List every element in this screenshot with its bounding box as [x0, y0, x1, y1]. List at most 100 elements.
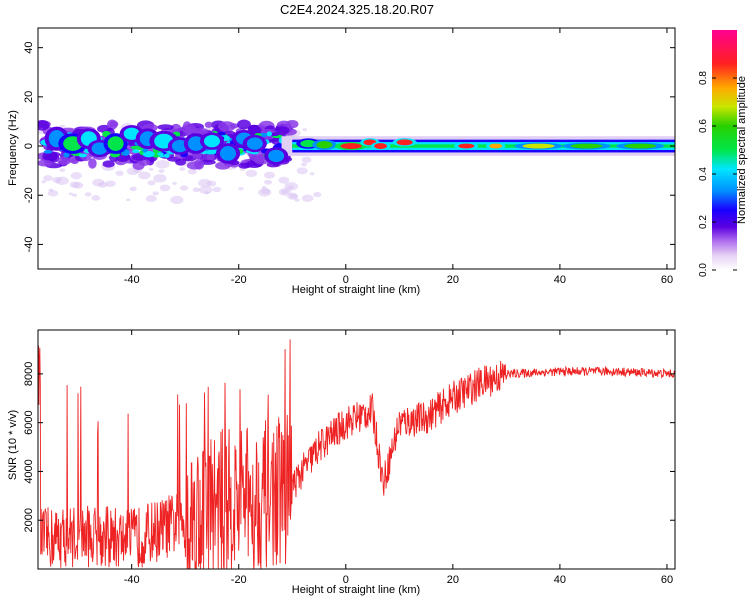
- y-tick-label: -20: [23, 187, 35, 203]
- x-tick-label: -20: [231, 274, 247, 286]
- heatmap-speckle: [69, 181, 80, 188]
- heatmap-speckle: [155, 159, 170, 169]
- heatmap-blob: [458, 143, 475, 149]
- heatmap-speckle: [47, 189, 59, 197]
- heatmap-speckle: [258, 188, 272, 197]
- heatmap-speckle: [148, 167, 154, 171]
- heatmap-speckle: [138, 171, 151, 180]
- heatmap-speckle: [206, 180, 217, 187]
- heatmap-cell: [206, 150, 217, 155]
- colorbar-gradient: [712, 30, 737, 270]
- heatmap-speckle: [126, 198, 131, 202]
- colorbar-tick-label: 0.6: [698, 119, 709, 133]
- x-tick-label: 60: [661, 574, 673, 586]
- colorbar-tick-label: 0.4: [698, 167, 709, 181]
- x-tick-label: 0: [343, 274, 349, 286]
- spectrogram-panel: -40 -20 0 20 40 60 -40 -20 0 20 40 Height of strai…: [7, 27, 676, 296]
- y-tick-label: 40: [23, 42, 35, 54]
- heatmap-speckle: [105, 180, 116, 187]
- heatmap-speckle: [245, 169, 258, 178]
- snr-frame: [37, 329, 676, 570]
- heatmap-cell: [132, 149, 140, 154]
- heatmap-speckle: [302, 128, 308, 132]
- x-tick-label: 0: [343, 574, 349, 586]
- y-tick-label: 20: [23, 91, 35, 103]
- heatmap-blob: [489, 143, 503, 149]
- heatmap-speckle: [152, 191, 160, 196]
- y-tick-label: 2000: [23, 508, 35, 532]
- heatmap-band-green: [292, 144, 675, 148]
- heatmap-speckle: [278, 176, 290, 184]
- heatmap-cell: [238, 162, 251, 169]
- heatmap-blob: [220, 146, 237, 161]
- heatmap-speckle: [55, 176, 69, 186]
- spectrogram-frame: [37, 27, 676, 270]
- heatmap-speckle: [147, 180, 156, 186]
- heatmap-speckle: [70, 172, 82, 180]
- heatmap-speckle: [172, 181, 177, 185]
- heatmap-speckle: [301, 156, 312, 163]
- x-tick-label: 40: [554, 274, 566, 286]
- x-tick-label: -40: [124, 274, 140, 286]
- y-tick-label: -40: [23, 236, 35, 252]
- y-tick-label: 8000: [23, 362, 35, 386]
- heatmap-speckle: [91, 195, 101, 201]
- spectrogram-ylabel: Frequency (Hz): [7, 110, 19, 186]
- heatmap-blob: [316, 141, 333, 149]
- heatmap-speckle: [192, 187, 201, 193]
- heatmap-blob: [107, 136, 124, 151]
- heatmap-speckle: [59, 168, 66, 172]
- snr-ylabel: SNR (10 * v/v): [7, 410, 19, 480]
- heatmap-blob: [203, 134, 220, 148]
- heatmap-cell: [266, 131, 273, 137]
- heatmap-speckle: [179, 185, 189, 191]
- heatmap-blob: [340, 143, 362, 149]
- heatmap-speckle: [287, 192, 299, 200]
- heatmap-speckle: [92, 178, 105, 187]
- heatmap-speckle: [115, 170, 124, 176]
- heatmap-speckle: [238, 187, 244, 191]
- heatmap-blob: [624, 143, 657, 149]
- heatmap-cell: [157, 152, 164, 156]
- heatmap-cell: [38, 120, 50, 131]
- y-tick-label: 6000: [23, 410, 35, 434]
- heatmap-cell: [106, 119, 118, 130]
- heatmap-speckle: [281, 189, 289, 194]
- spectrogram-xlabel: Height of straight line (km): [292, 284, 420, 296]
- colorbar-label: Normalized spectral amplitude: [736, 76, 748, 224]
- x-tick-label: -20: [231, 574, 247, 586]
- colorbar-tick-label: 0.2: [698, 215, 709, 229]
- heatmap-speckle: [179, 167, 186, 171]
- colorbar-tick-label: 0.8: [698, 71, 709, 85]
- heatmap-speckle: [72, 193, 78, 197]
- heatmap-cell: [175, 158, 187, 166]
- x-tick-label: -40: [124, 574, 140, 586]
- heatmap-cell: [38, 159, 53, 167]
- colorbar: 0.0 0.2 0.4 0.6 0.8 Normalized spectral ampl…: [698, 30, 748, 277]
- heatmap-speckle: [313, 191, 322, 198]
- heatmap-cell: [102, 160, 115, 168]
- figure-title: C2E4.2024.325.18.20.R07: [280, 2, 434, 17]
- colorbar-tick-label: 0.0: [698, 263, 709, 277]
- x-tick-label: 20: [447, 574, 459, 586]
- heatmap-speckle: [129, 186, 137, 192]
- heatmap-cell: [43, 150, 53, 154]
- heatmap-speckle: [68, 192, 73, 196]
- heatmap-cell: [237, 119, 251, 130]
- heatmap-blob: [123, 127, 140, 140]
- x-tick-label: 40: [554, 574, 566, 586]
- heatmap-speckle: [264, 179, 272, 185]
- heatmap-cell: [204, 121, 213, 128]
- heatmap-speckle: [261, 185, 267, 190]
- heatmap-speckle: [204, 191, 210, 195]
- heatmap-speckle: [294, 198, 300, 202]
- heatmap-speckle: [300, 162, 307, 167]
- heatmap-speckle: [43, 175, 53, 182]
- heatmap-speckle: [264, 171, 275, 179]
- heatmap-blob: [396, 139, 413, 146]
- heatmap-speckle: [170, 195, 184, 205]
- heatmap-cell: [42, 150, 58, 162]
- heatmap-speckle: [212, 186, 222, 193]
- snr-series-line: [38, 339, 675, 569]
